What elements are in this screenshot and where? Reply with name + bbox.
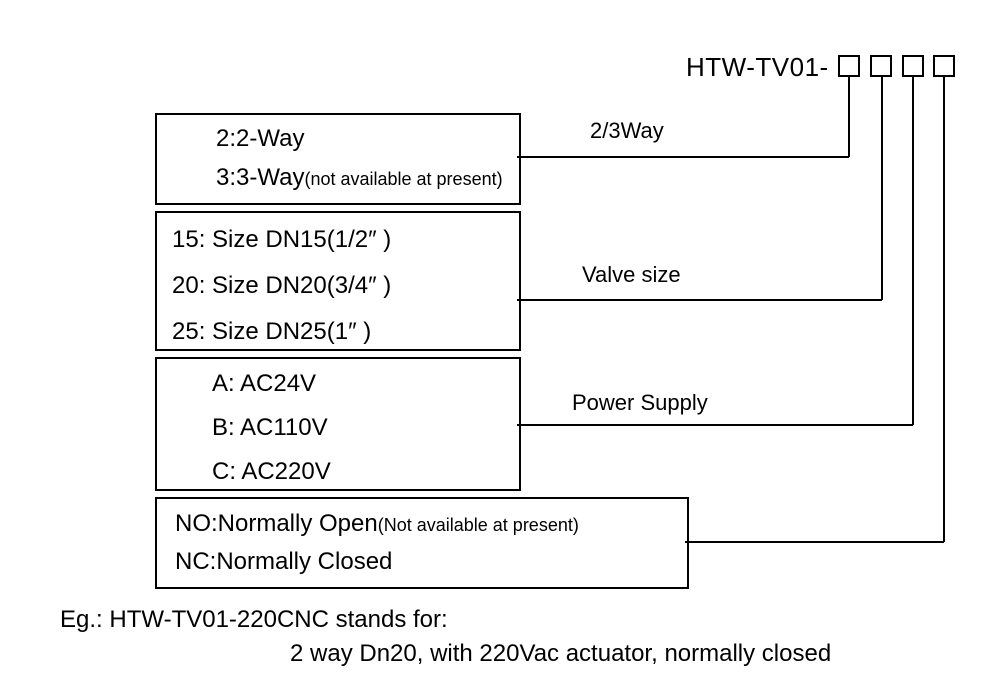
label-power: Power Supply <box>572 390 708 416</box>
state-line-2: NC:Normally Closed <box>175 548 392 576</box>
placeholder-3 <box>902 55 924 82</box>
label-way: 2/3Way <box>590 118 664 144</box>
state-line-1-main: NO:Normally Open <box>175 510 378 537</box>
state-line-1-paren2: (Not available at present) <box>378 515 579 535</box>
size-line-3: 25: Size DN25(1″ ) <box>172 318 371 346</box>
way-line-2: 3:3-Way(not available at present) <box>216 164 503 192</box>
way-line-1-main: 2:2-Way <box>216 125 304 152</box>
way-line-1: 2:2-Way <box>216 125 304 153</box>
placeholder-4 <box>933 55 955 82</box>
way-line-2-paren: (not available at present) <box>304 169 502 189</box>
size-line-2: 20: Size DN20(3/4″ ) <box>172 272 391 300</box>
example-line-2: 2 way Dn20, with 220Vac actuator, normal… <box>290 640 831 668</box>
box-power <box>155 357 521 491</box>
model-prefix: HTW-TV01- <box>686 52 829 83</box>
power-line-2: B: AC110V <box>212 414 328 442</box>
state-line-1: NO:Normally Open(Not available at presen… <box>175 510 579 538</box>
way-line-2-main: 3:3-Way <box>216 164 304 191</box>
size-line-1: 15: Size DN15(1/2″ ) <box>172 226 391 254</box>
placeholder-2 <box>870 55 892 82</box>
diagram-stage: HTW-TV01- 2:2-Way 3:3-Way(not available … <box>0 0 1000 696</box>
power-line-1: A: AC24V <box>212 370 316 398</box>
label-size: Valve size <box>582 262 681 288</box>
example-line-1: Eg.: HTW-TV01-220CNC stands for: <box>60 606 448 634</box>
power-line-3: C: AC220V <box>212 458 331 486</box>
placeholder-1 <box>838 55 860 82</box>
